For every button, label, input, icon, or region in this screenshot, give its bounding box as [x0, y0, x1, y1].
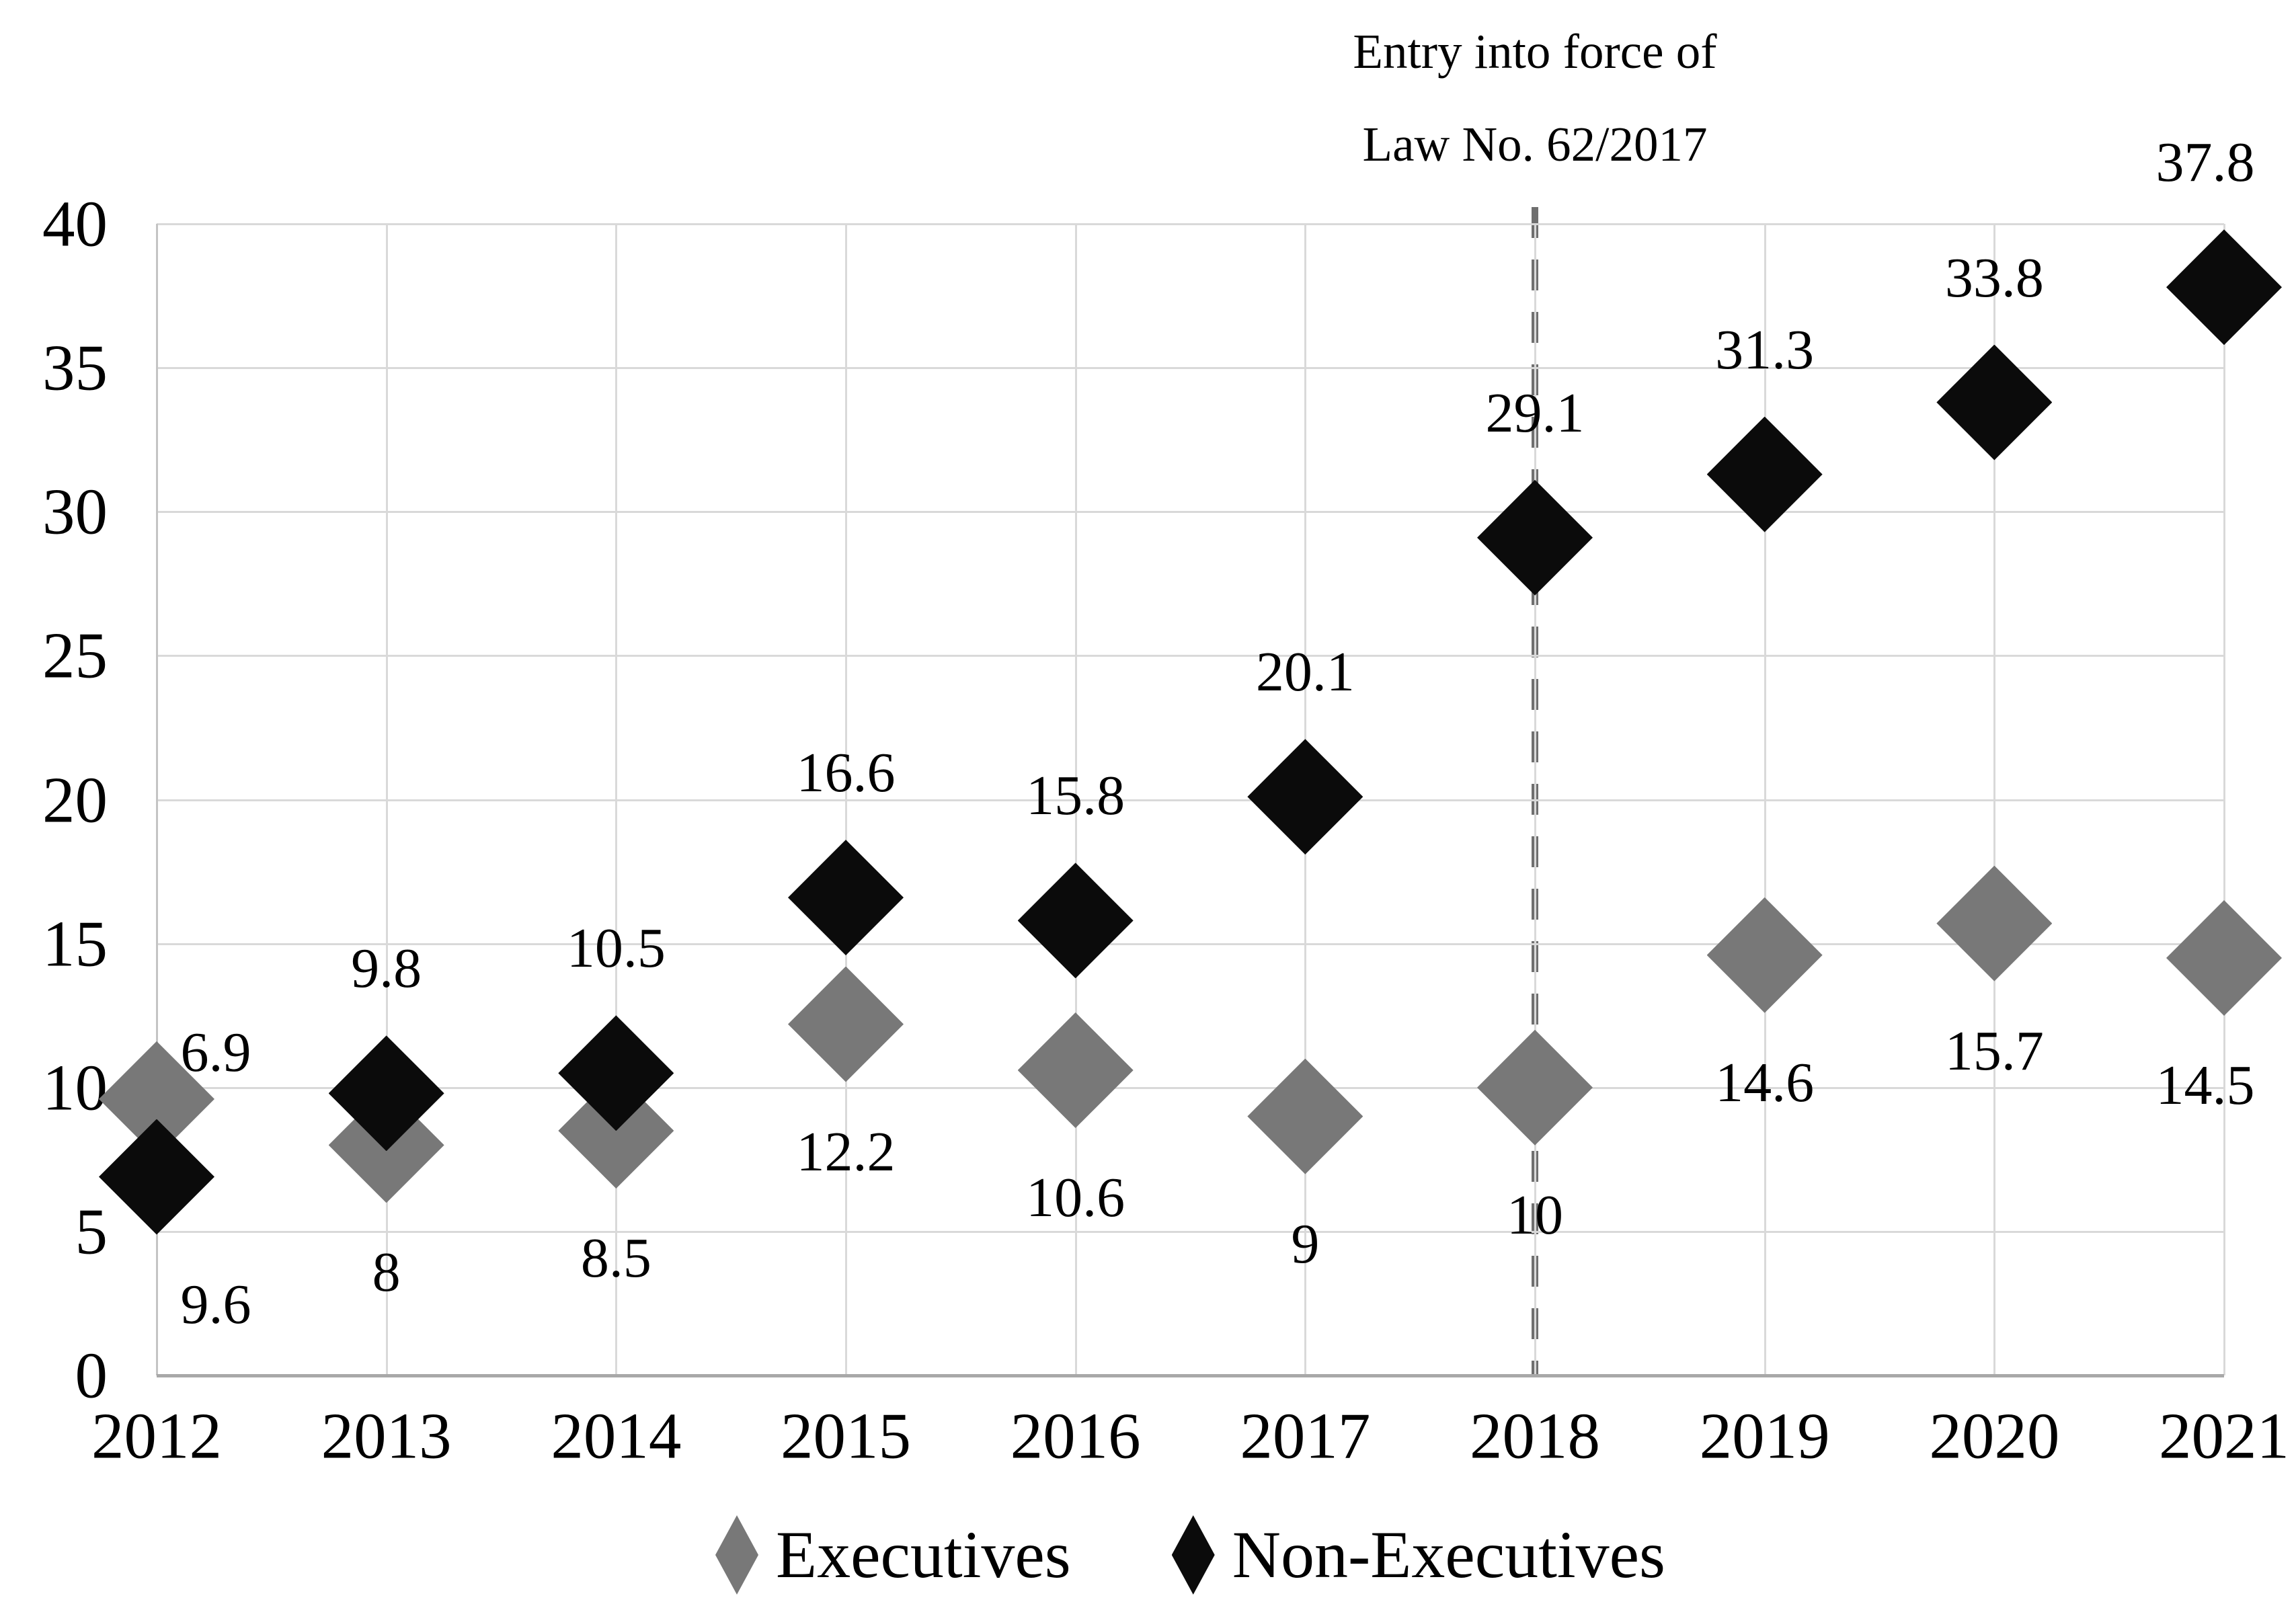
- y-axis-tick-label: 0: [75, 1339, 108, 1412]
- y-axis-tick-label: 15: [42, 908, 108, 980]
- data-label-executives-2018: 10: [1507, 1183, 1563, 1246]
- x-axis-tick-label: 2015: [781, 1400, 911, 1472]
- x-axis-tick-label: 2014: [551, 1400, 682, 1472]
- y-axis-tick-label: 5: [75, 1195, 108, 1268]
- data-label-non-executives-2019: 31.3: [1715, 318, 1815, 381]
- x-grid-line: [1074, 224, 1077, 1375]
- marker-non-executives-2019: [1706, 416, 1823, 532]
- annotation-line-1: Entry into force of: [1353, 24, 1717, 79]
- data-label-executives-2016: 10.6: [1026, 1166, 1125, 1230]
- legend-item-executives: Executives: [715, 1515, 1071, 1595]
- marker-executives-2021: [2166, 900, 2282, 1016]
- x-grid-line: [385, 224, 388, 1375]
- marker-executives-2017: [1247, 1058, 1363, 1174]
- data-label-executives-2019: 14.6: [1715, 1051, 1815, 1114]
- y-axis-tick-label: 30: [42, 475, 108, 548]
- data-label-executives-2015: 12.2: [796, 1120, 896, 1183]
- marker-non-executives-2015: [788, 840, 904, 956]
- x-grid-line: [1534, 224, 1536, 1375]
- y-grid-line: [157, 943, 2224, 945]
- data-label-executives-2014: 8.5: [580, 1226, 651, 1289]
- x-grid-line: [1993, 224, 1996, 1375]
- marker-non-executives-2016: [1017, 863, 1134, 979]
- legend-label-executives: Executives: [776, 1517, 1071, 1592]
- y-axis-line: [156, 224, 158, 1375]
- marker-non-executives-2018: [1477, 479, 1593, 596]
- y-grid-line: [157, 1086, 2224, 1089]
- marker-non-executives-2021: [2166, 229, 2282, 346]
- x-grid-line: [2223, 224, 2225, 1375]
- y-grid-line: [157, 655, 2224, 657]
- y-axis-tick-label: 10: [42, 1051, 108, 1124]
- y-grid-line: [157, 511, 2224, 514]
- data-label-non-executives-2020: 33.8: [1944, 246, 2044, 309]
- x-grid-line: [615, 224, 618, 1375]
- x-axis-tick-label: 2012: [91, 1400, 222, 1472]
- x-axis-tick-label: 2018: [1470, 1400, 1600, 1472]
- x-axis-tick-label: 2017: [1240, 1400, 1371, 1472]
- y-grid-line: [157, 1230, 2224, 1233]
- data-label-non-executives-2021: 37.8: [2155, 131, 2255, 194]
- legend: Executives Non-Executives: [157, 1511, 2224, 1599]
- data-label-executives-2013: 8: [372, 1241, 401, 1304]
- x-grid-line: [845, 224, 847, 1375]
- data-label-non-executives-2013: 9.8: [351, 937, 422, 1000]
- data-label-executives-2021: 14.5: [2155, 1054, 2255, 1117]
- x-axis-tick-label: 2020: [1929, 1400, 2060, 1472]
- data-label-non-executives-2012: 6.9: [180, 1020, 251, 1084]
- data-label-executives-2017: 9: [1291, 1212, 1320, 1275]
- x-axis-tick-label: 2016: [1010, 1400, 1141, 1472]
- y-axis-tick-label: 35: [42, 331, 108, 404]
- annotation-text: Entry into force of Law No. 62/2017: [1353, 5, 1716, 191]
- y-grid-line: [157, 367, 2224, 370]
- marker-executives-2019: [1706, 897, 1823, 1013]
- data-label-non-executives-2017: 20.1: [1255, 641, 1355, 704]
- y-axis-tick-label: 40: [42, 188, 108, 260]
- x-axis-line: [157, 1374, 2224, 1377]
- legend-label-non-executives: Non-Executives: [1232, 1517, 1665, 1592]
- marker-executives-2020: [1936, 865, 2053, 981]
- x-axis-tick-label: 2019: [1699, 1400, 1830, 1472]
- data-label-non-executives-2018: 29.1: [1485, 381, 1585, 444]
- y-axis-tick-label: 25: [42, 619, 108, 692]
- x-axis-tick-label: 2021: [2159, 1400, 2289, 1472]
- marker-executives-2018: [1477, 1029, 1593, 1146]
- data-label-executives-2020: 15.7: [1944, 1019, 2044, 1082]
- legend-item-non-executives: Non-Executives: [1171, 1515, 1665, 1595]
- marker-non-executives-2012: [99, 1119, 214, 1235]
- y-axis-tick-label: 20: [42, 764, 108, 836]
- marker-executives-2015: [788, 966, 904, 1082]
- executives-diamond-icon: [715, 1515, 758, 1595]
- x-axis-tick-label: 2013: [321, 1400, 452, 1472]
- data-label-executives-2012: 9.6: [180, 1273, 251, 1336]
- data-label-non-executives-2015: 16.6: [796, 741, 896, 805]
- annotation-line-2: Law No. 62/2017: [1362, 117, 1708, 171]
- marker-non-executives-2020: [1936, 344, 2053, 460]
- non-executives-diamond-icon: [1171, 1515, 1215, 1595]
- y-grid-line: [157, 223, 2224, 225]
- data-label-non-executives-2016: 15.8: [1026, 764, 1125, 828]
- x-grid-line: [1764, 224, 1766, 1375]
- marker-non-executives-2017: [1247, 739, 1363, 855]
- marker-executives-2016: [1017, 1012, 1134, 1129]
- y-grid-line: [157, 799, 2224, 801]
- data-label-non-executives-2014: 10.5: [566, 917, 666, 980]
